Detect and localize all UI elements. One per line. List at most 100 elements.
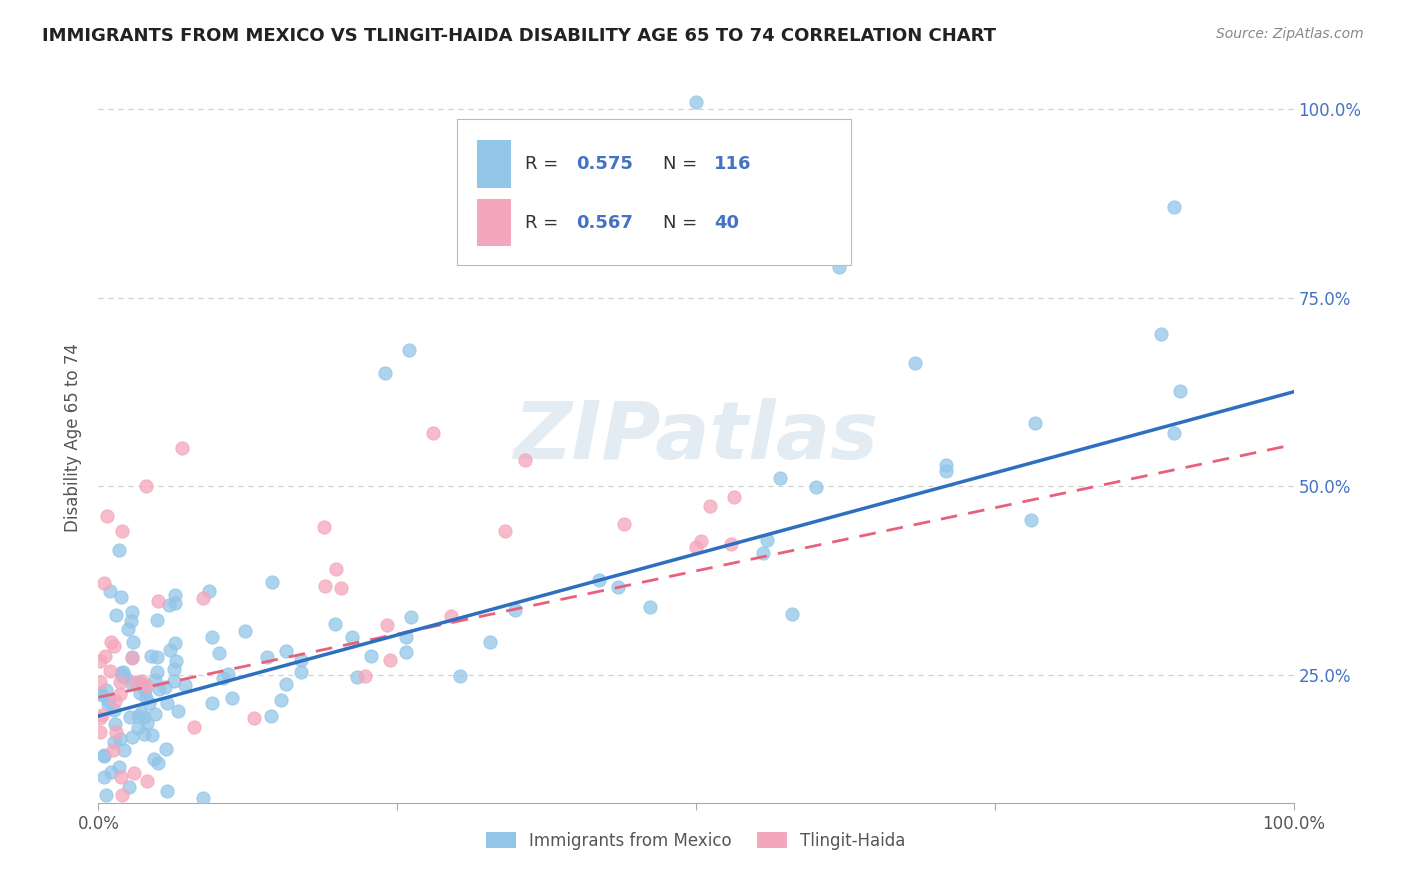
Point [276, 677, 298, 691]
FancyBboxPatch shape [477, 199, 510, 246]
Point [89, 674, 111, 689]
Point [107, 543, 129, 558]
Point [769, 471, 792, 485]
Text: ZIPatlas: ZIPatlas [513, 398, 879, 476]
Point [395, 645, 418, 659]
Point [200, 630, 222, 644]
Point [1019, 514, 1042, 528]
Point [138, 697, 160, 711]
Point [134, 682, 156, 697]
Point [129, 686, 152, 700]
Point [191, 790, 214, 805]
Point [121, 730, 143, 744]
Point [221, 691, 243, 706]
Point [112, 665, 135, 680]
Point [121, 677, 143, 691]
Point [420, 812, 443, 826]
Point [780, 607, 803, 621]
Point [98, 664, 121, 678]
Point [148, 682, 170, 697]
Point [103, 743, 125, 757]
Point [111, 669, 134, 683]
Point [94, 649, 117, 664]
Point [422, 426, 444, 441]
Point [112, 743, 135, 757]
Point [638, 599, 661, 614]
Point [183, 720, 205, 734]
Point [395, 631, 418, 645]
Point [127, 721, 149, 735]
Point [935, 464, 957, 478]
Point [513, 452, 536, 467]
Point [146, 649, 169, 664]
Point [135, 680, 157, 694]
Point [129, 706, 152, 720]
FancyBboxPatch shape [477, 140, 510, 188]
Point [212, 671, 235, 685]
Point [156, 784, 179, 798]
Point [723, 490, 745, 504]
Point [163, 662, 186, 676]
Point [108, 675, 131, 690]
Point [96, 508, 118, 523]
Point [108, 731, 131, 746]
Point [1170, 384, 1192, 398]
Point [153, 680, 176, 694]
Point [111, 789, 134, 803]
Point [330, 581, 353, 595]
Point [804, 480, 827, 494]
Point [163, 636, 186, 650]
Point [89, 725, 111, 739]
Point [290, 653, 312, 667]
Point [132, 726, 155, 740]
Point [128, 675, 150, 690]
Point [685, 540, 707, 554]
Point [108, 760, 131, 774]
Point [607, 580, 630, 594]
Point [904, 356, 927, 370]
Point [98, 824, 121, 838]
Point [752, 546, 775, 560]
Point [588, 573, 610, 587]
Point [167, 704, 190, 718]
Point [159, 643, 181, 657]
Point [110, 665, 132, 680]
Point [340, 630, 363, 644]
Point [136, 716, 159, 731]
Point [346, 670, 368, 684]
Point [201, 696, 224, 710]
Point [89, 711, 111, 725]
Point [103, 735, 125, 749]
Point [139, 648, 162, 663]
Point [503, 602, 526, 616]
Point [135, 479, 157, 493]
Text: 0.575: 0.575 [576, 155, 633, 173]
Point [103, 703, 125, 717]
Y-axis label: Disability Age 65 to 74: Disability Age 65 to 74 [65, 343, 83, 532]
Point [314, 579, 336, 593]
Text: R =: R = [524, 155, 564, 173]
Point [165, 588, 187, 602]
Point [143, 706, 166, 721]
Point [935, 458, 957, 473]
Point [124, 674, 146, 689]
Point [93, 749, 115, 764]
Point [685, 95, 707, 109]
Point [146, 665, 169, 680]
Point [110, 770, 132, 784]
Point [97, 694, 120, 708]
Point [233, 624, 256, 639]
Point [163, 674, 186, 689]
Point [375, 617, 398, 632]
Text: N =: N = [662, 213, 703, 232]
Point [323, 617, 346, 632]
Point [648, 223, 672, 237]
Point [141, 728, 163, 742]
Point [208, 646, 231, 660]
Point [1163, 200, 1185, 214]
Point [111, 524, 134, 539]
Point [142, 752, 165, 766]
Point [720, 536, 742, 550]
Point [121, 605, 143, 619]
Point [103, 640, 125, 654]
